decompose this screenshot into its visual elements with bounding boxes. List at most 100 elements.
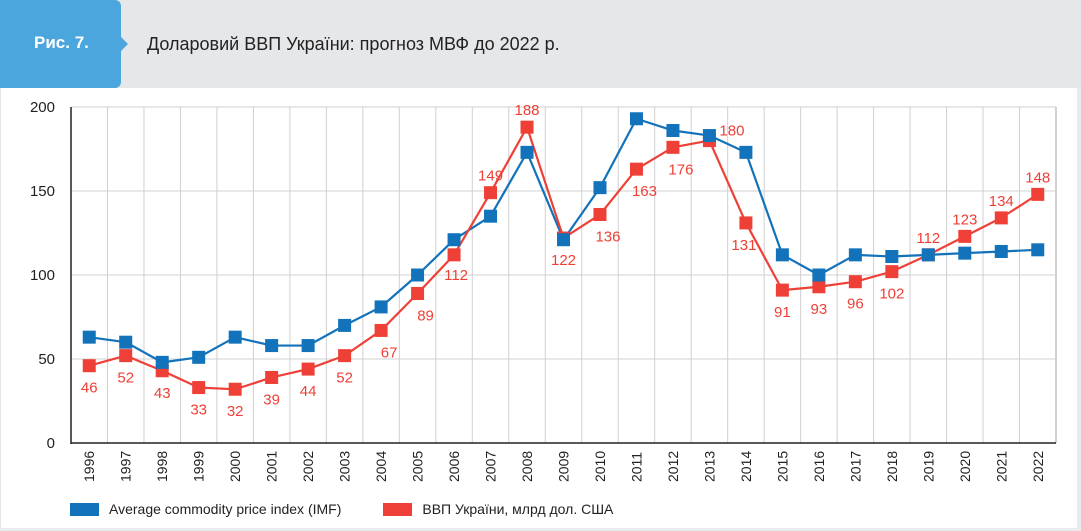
commodity-index-marker xyxy=(228,330,242,344)
series-group xyxy=(82,112,1045,396)
commodity-index-marker xyxy=(994,244,1008,258)
commodity-index-marker xyxy=(812,268,826,282)
gdp-data-label: 39 xyxy=(263,391,280,408)
x-tick-label: 2000 xyxy=(227,451,243,482)
x-tick-label: 2011 xyxy=(628,452,644,482)
gdp-data-label: 33 xyxy=(190,402,207,419)
x-tick-label: 2010 xyxy=(592,451,608,482)
legend-swatch-red xyxy=(383,502,413,516)
gdp-marker xyxy=(994,211,1008,225)
x-axis-ticks: 1996 1997 1998 1999 2000 2001 2002 2003 2004 2005… xyxy=(81,451,1046,482)
gdp-marker xyxy=(885,265,899,279)
gdp-data-label: 176 xyxy=(668,161,693,178)
gdp-marker xyxy=(374,323,388,337)
gdp-data-label: 131 xyxy=(731,237,756,254)
gdp-marker xyxy=(447,248,461,262)
gdp-data-label: 46 xyxy=(81,380,98,397)
commodity-index-marker xyxy=(557,233,570,247)
gdp-data-label: 89 xyxy=(417,307,434,324)
gdp-data-label: 44 xyxy=(300,383,317,400)
commodity-index-marker xyxy=(666,124,680,138)
gdp-data-label: 122 xyxy=(551,252,576,269)
x-tick-label: 1999 xyxy=(191,451,207,482)
chart-title: Доларовий ВВП України: прогноз МВФ до 20… xyxy=(147,34,560,54)
x-tick-label: 2016 xyxy=(811,451,827,482)
x-tick-label: 2001 xyxy=(264,451,280,482)
gdp-data-label: 112 xyxy=(916,230,940,247)
gdp-data-label: 52 xyxy=(117,370,134,387)
commodity-index-marker xyxy=(484,209,498,223)
x-tick-label: 2013 xyxy=(701,451,717,482)
gdp-marker xyxy=(593,208,607,222)
gdp-data-label: 148 xyxy=(1025,169,1050,186)
gdp-marker xyxy=(82,359,96,373)
gdp-marker xyxy=(812,280,826,294)
x-tick-label: 2007 xyxy=(483,451,499,482)
gdp-marker xyxy=(848,275,862,289)
x-tick-label: 2014 xyxy=(738,451,754,482)
y-tick-label: 100 xyxy=(30,267,55,284)
gdp-marker xyxy=(666,140,680,154)
legend-label: Average commodity price index (IMF) xyxy=(109,501,342,517)
gdp-marker xyxy=(301,362,315,376)
figure-number-tab: Рис. 7. xyxy=(0,0,128,88)
commodity-index-marker xyxy=(155,355,169,369)
commodity-index-marker xyxy=(119,335,133,349)
gridlines xyxy=(71,106,1057,443)
x-tick-label: 2021 xyxy=(993,451,1009,482)
x-tick-label: 2017 xyxy=(847,451,863,482)
x-tick-label: 1998 xyxy=(154,451,170,482)
gdp-data-label: 136 xyxy=(595,229,620,246)
y-tick-label: 50 xyxy=(38,351,55,368)
gdp-marker xyxy=(629,162,643,176)
commodity-index-marker xyxy=(82,330,96,344)
gdp-marker xyxy=(484,186,498,200)
legend-item-commodity-index: Average commodity price index (IMF) xyxy=(70,501,341,517)
commodity-index-marker xyxy=(411,268,425,282)
commodity-index-marker xyxy=(629,112,643,126)
gdp-data-label: 52 xyxy=(336,370,353,387)
gdp-data-label: 123 xyxy=(952,211,977,228)
x-tick-label: 2003 xyxy=(337,451,353,482)
commodity-index-marker xyxy=(921,248,935,262)
x-tick-label: 2006 xyxy=(446,451,462,482)
commodity-index-marker xyxy=(338,318,352,332)
gdp-data-label: 93 xyxy=(811,301,828,318)
line-chart: 0 50 100 150 200 1996 1997 1998 1999 2000 2001 200… xyxy=(30,99,1057,482)
x-tick-label: 2009 xyxy=(556,451,572,482)
x-tick-label: 2015 xyxy=(774,451,790,482)
gdp-marker xyxy=(520,120,534,134)
commodity-index-marker xyxy=(775,248,789,262)
y-tick-label: 150 xyxy=(30,183,55,200)
gdp-marker xyxy=(338,349,352,363)
commodity-index-marker xyxy=(374,300,388,314)
gdp-marker xyxy=(119,349,133,363)
commodity-index-marker xyxy=(192,350,206,364)
x-tick-label: 1996 xyxy=(81,451,97,482)
y-axis-ticks: 0 50 100 150 200 xyxy=(30,99,55,452)
gdp-data-label: 43 xyxy=(154,385,171,402)
legend-label: ВВП України, млрд дол. США xyxy=(422,501,614,517)
gdp-data-label: 149 xyxy=(478,168,503,185)
commodity-index-marker xyxy=(447,233,461,247)
gdp-marker xyxy=(228,382,242,396)
commodity-index-marker xyxy=(885,250,899,264)
commodity-index-marker xyxy=(739,145,753,159)
commodity-index-marker xyxy=(958,246,972,260)
x-tick-label: 1997 xyxy=(118,451,134,482)
gdp-marker xyxy=(775,283,789,297)
legend: Average commodity price index (IMF) ВВП … xyxy=(70,499,655,519)
gdp-marker xyxy=(192,381,206,395)
gdp-data-label: 91 xyxy=(774,304,791,321)
x-tick-label: 2022 xyxy=(1030,451,1046,482)
gdp-data-label: 102 xyxy=(879,286,904,303)
x-tick-label: 2020 xyxy=(957,451,973,482)
data-labels: 46 52 43 33 32 39 44 52 67 89 112 149 188 122 136 163 17… xyxy=(81,102,1050,420)
gdp-data-label: 134 xyxy=(989,193,1014,210)
gdp-data-label: 67 xyxy=(381,344,398,361)
x-tick-label: 2019 xyxy=(920,451,936,482)
commodity-index-marker xyxy=(848,248,862,262)
gdp-marker xyxy=(1031,187,1045,201)
gdp-marker xyxy=(411,286,425,300)
